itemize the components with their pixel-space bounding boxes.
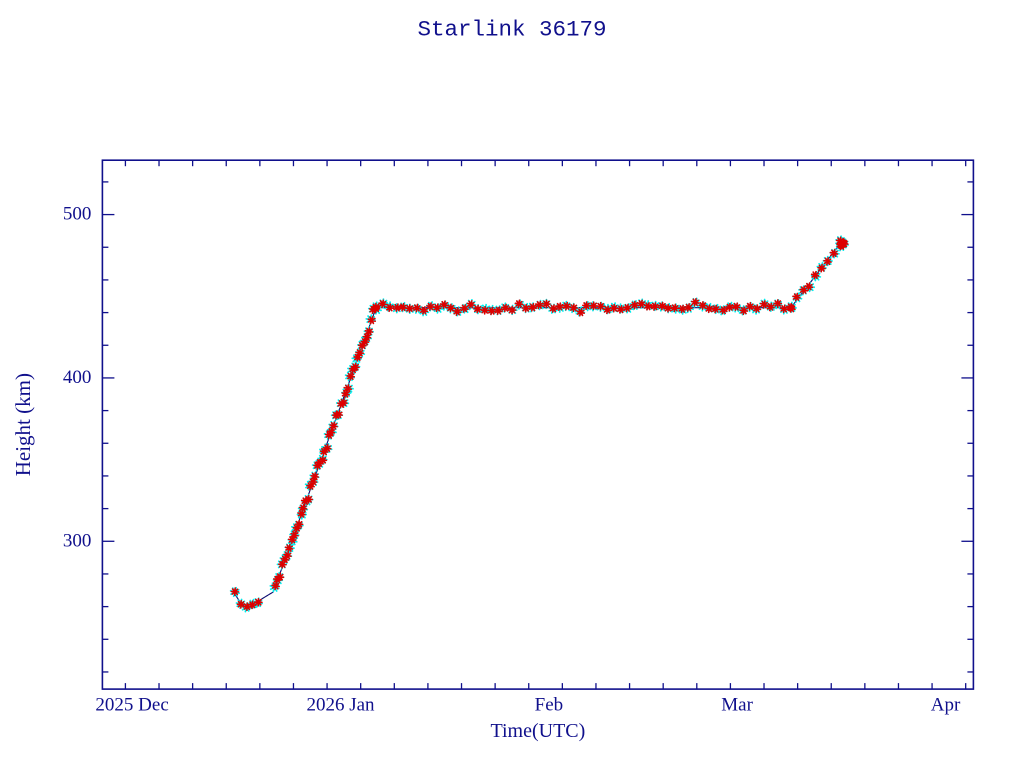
svg-text:Feb: Feb bbox=[535, 695, 564, 716]
svg-text:Starlink 36179: Starlink 36179 bbox=[417, 17, 606, 43]
svg-text:Height (km): Height (km) bbox=[11, 373, 35, 476]
svg-text:Time(UTC): Time(UTC) bbox=[490, 720, 585, 742]
svg-text:Apr: Apr bbox=[931, 695, 961, 716]
svg-text:400: 400 bbox=[63, 367, 92, 388]
svg-text:2026 Jan: 2026 Jan bbox=[306, 695, 375, 716]
svg-text:2025 Dec: 2025 Dec bbox=[95, 695, 168, 716]
svg-text:500: 500 bbox=[63, 204, 92, 225]
svg-text:Mar: Mar bbox=[721, 695, 753, 716]
svg-text:300: 300 bbox=[63, 530, 92, 551]
